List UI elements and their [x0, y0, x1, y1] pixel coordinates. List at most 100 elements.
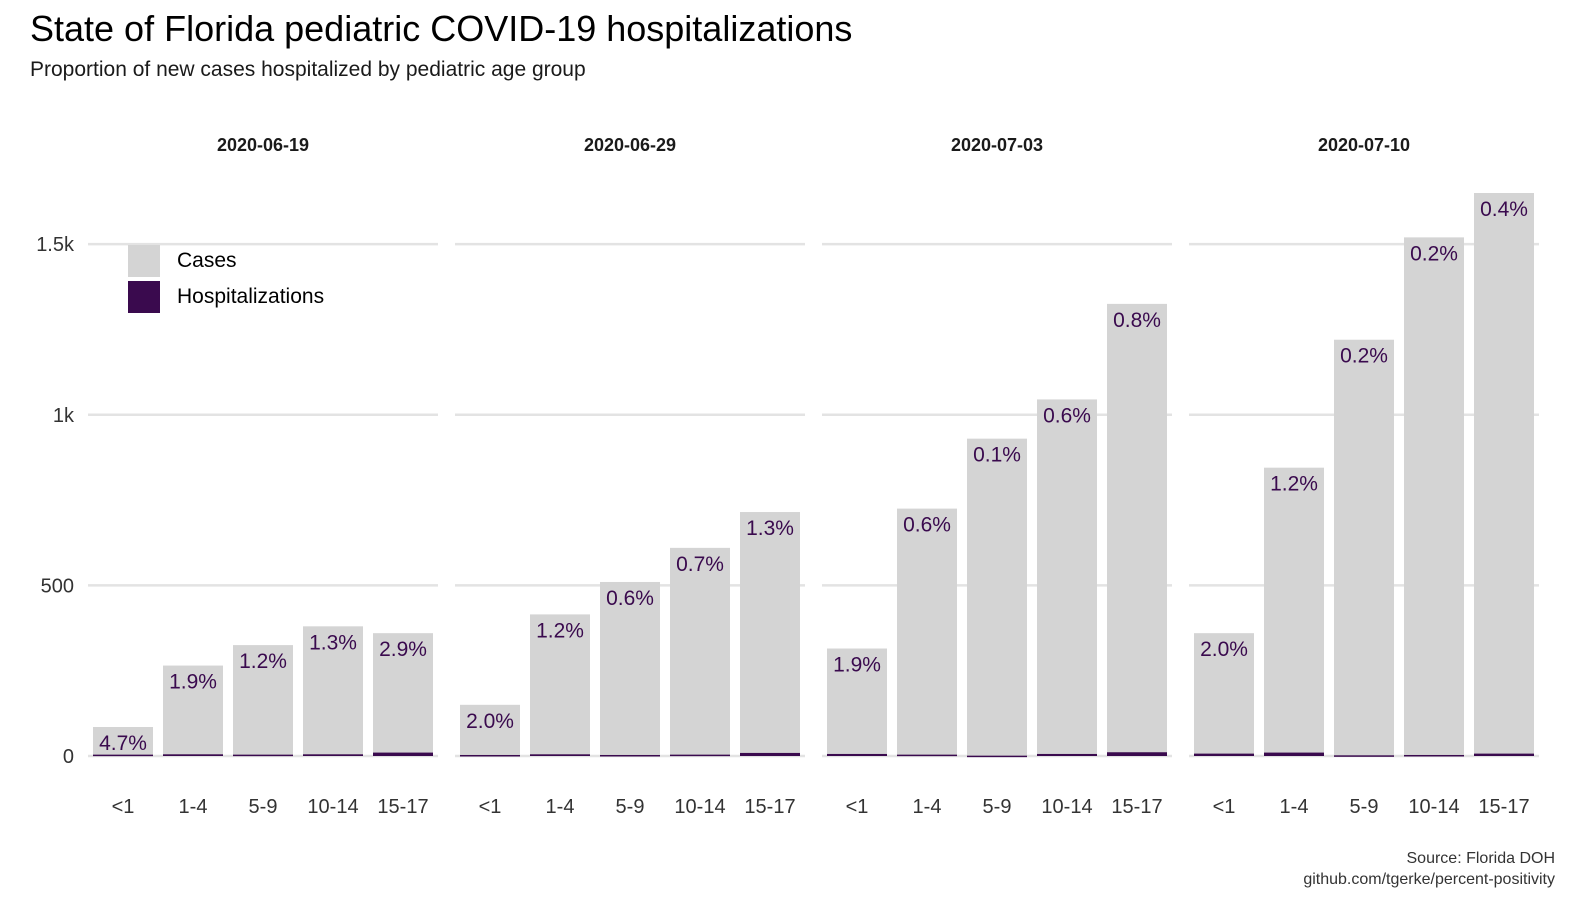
- data-label: 0.2%: [1340, 345, 1388, 368]
- bar-cases: [827, 648, 887, 756]
- bar-hospitalizations: [1334, 755, 1394, 757]
- bar-hospitalizations: [460, 754, 520, 757]
- bar-cases: [670, 547, 730, 756]
- bar-cases: [460, 704, 520, 756]
- data-label: 1.2%: [1270, 473, 1318, 496]
- x-tick-label: 5-9: [616, 796, 645, 818]
- legend-label-cases: Cases: [177, 249, 237, 272]
- data-label: 0.8%: [1113, 309, 1161, 332]
- bar-hospitalizations: [1194, 753, 1254, 756]
- x-tick-label: <1: [846, 796, 869, 818]
- caption-source: Source: Florida DOH: [1406, 850, 1556, 867]
- data-label: 2.9%: [379, 638, 427, 661]
- data-label: 1.2%: [239, 650, 287, 673]
- legend: Cases Hospitalizations: [128, 243, 324, 315]
- bar-cases: [233, 645, 293, 756]
- y-tick-label: 500: [41, 575, 74, 597]
- data-label: 0.6%: [606, 587, 654, 610]
- x-tick-label: 15-17: [1111, 796, 1162, 818]
- bar-cases: [373, 633, 433, 756]
- x-tick-label: 5-9: [1350, 796, 1379, 818]
- bar-hospitalizations: [1404, 754, 1464, 757]
- data-label: 1.9%: [169, 671, 217, 694]
- legend-item-hospitalizations: Hospitalizations: [128, 279, 324, 315]
- bar-cases: [303, 626, 363, 756]
- bar-hospitalizations: [1107, 752, 1167, 756]
- bar-cases: [1107, 303, 1167, 756]
- bar-hospitalizations: [163, 754, 223, 756]
- bar-cases: [163, 665, 223, 756]
- bar-hospitalizations: [373, 752, 433, 756]
- facet-title: 2020-07-10: [1318, 135, 1410, 155]
- bar-cases: [967, 438, 1027, 756]
- bar-hospitalizations: [670, 754, 730, 757]
- bar-hospitalizations: [93, 754, 153, 757]
- x-tick-label: 1-4: [546, 796, 575, 818]
- data-label: 2.0%: [466, 710, 514, 733]
- bar-cases: [897, 508, 957, 756]
- x-tick-label: 15-17: [1478, 796, 1529, 818]
- bar-hospitalizations: [897, 754, 957, 757]
- x-tick-label: <1: [479, 796, 502, 818]
- data-label: 1.3%: [309, 631, 357, 654]
- bar-cases: [1264, 467, 1324, 756]
- y-tick-label: 1k: [53, 405, 75, 427]
- bar-cases: [600, 581, 660, 756]
- bar-cases: [1037, 399, 1097, 756]
- x-tick-label: <1: [112, 796, 135, 818]
- bar-cases: [1474, 193, 1534, 756]
- data-label: 0.2%: [1410, 242, 1458, 265]
- x-tick-label: 10-14: [1041, 796, 1092, 818]
- bar-hospitalizations: [303, 754, 363, 756]
- data-label: 1.2%: [536, 619, 584, 642]
- legend-swatch-cases: [128, 245, 160, 277]
- bar-hospitalizations: [827, 753, 887, 756]
- chart-title: State of Florida pediatric COVID-19 hosp…: [30, 8, 853, 49]
- data-label: 2.0%: [1200, 638, 1248, 661]
- bar-hospitalizations: [740, 752, 800, 756]
- caption: Source: Florida DOH github.com/tgerke/pe…: [1303, 848, 1555, 890]
- bar-cases: [1334, 339, 1394, 756]
- data-label: 1.9%: [833, 654, 881, 677]
- bar-hospitalizations: [600, 754, 660, 757]
- x-tick-label: 10-14: [307, 796, 358, 818]
- facet-title: 2020-06-29: [584, 135, 676, 155]
- x-tick-label: <1: [1213, 796, 1236, 818]
- x-tick-label: 10-14: [1408, 796, 1459, 818]
- bar-cases: [1194, 633, 1254, 756]
- data-label: 0.7%: [676, 553, 724, 576]
- x-tick-label: 1-4: [1280, 796, 1309, 818]
- chart-subtitle: Proportion of new cases hospitalized by …: [30, 58, 586, 81]
- x-tick-label: 10-14: [674, 796, 725, 818]
- bar-hospitalizations: [1037, 753, 1097, 756]
- bar-hospitalizations: [1264, 752, 1324, 756]
- bar-hospitalizations: [967, 755, 1027, 758]
- x-tick-label: 15-17: [377, 796, 428, 818]
- y-tick-label: 1.5k: [36, 234, 75, 256]
- bar-cases: [740, 512, 800, 756]
- data-label: 0.4%: [1480, 198, 1528, 221]
- x-tick-label: 1-4: [913, 796, 942, 818]
- data-label: 0.6%: [903, 514, 951, 537]
- bar-hospitalizations: [1474, 753, 1534, 756]
- bar-cases: [1404, 237, 1464, 757]
- legend-label-hospitalizations: Hospitalizations: [177, 285, 325, 308]
- data-label: 1.3%: [746, 517, 794, 540]
- data-label: 4.7%: [99, 732, 147, 755]
- x-tick-label: 15-17: [744, 796, 795, 818]
- y-tick-label: 0: [63, 746, 74, 768]
- legend-swatch-hospitalizations: [128, 281, 160, 313]
- facet-title: 2020-06-19: [217, 135, 309, 155]
- bar-hospitalizations: [233, 754, 293, 757]
- caption-repo: github.com/tgerke/percent-positivity: [1303, 871, 1555, 888]
- bar-cases: [530, 614, 590, 756]
- bar-hospitalizations: [530, 754, 590, 756]
- x-tick-label: 5-9: [983, 796, 1012, 818]
- bar-cases: [93, 726, 153, 756]
- data-label: 0.6%: [1043, 404, 1091, 427]
- legend-item-cases: Cases: [128, 243, 324, 279]
- x-tick-label: 1-4: [179, 796, 208, 818]
- facet-title: 2020-07-03: [951, 135, 1043, 155]
- x-tick-label: 5-9: [249, 796, 278, 818]
